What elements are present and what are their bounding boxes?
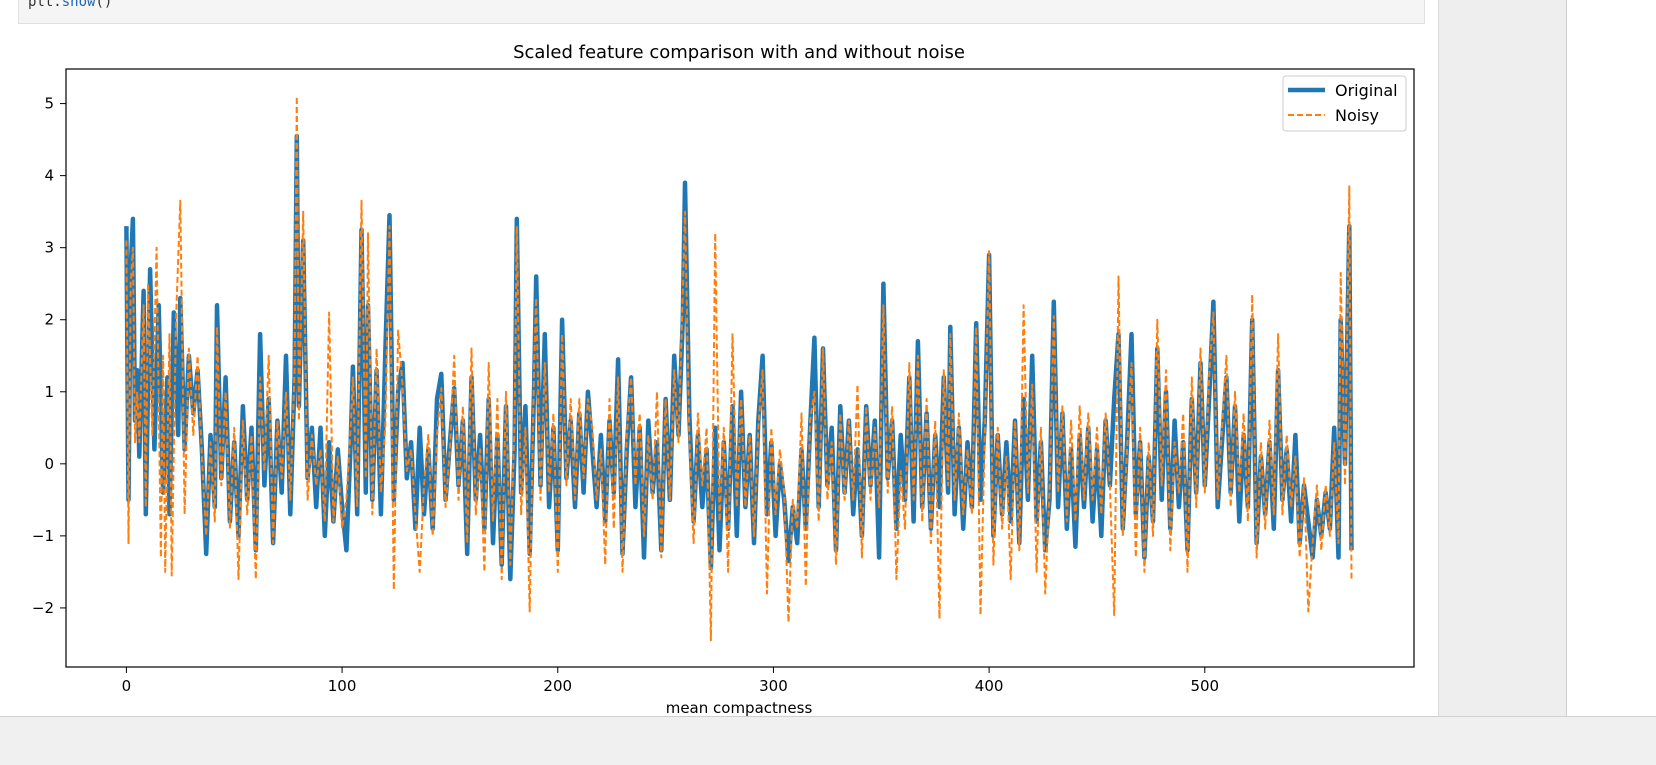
y-tick-label: −2 bbox=[32, 599, 54, 617]
x-axis-label: mean compactness bbox=[666, 699, 813, 716]
x-tick-label: 300 bbox=[759, 677, 788, 695]
x-tick-label: 200 bbox=[543, 677, 572, 695]
x-tick-label: 400 bbox=[975, 677, 1004, 695]
status-bar bbox=[0, 716, 1656, 765]
y-tick-label: 3 bbox=[44, 239, 54, 257]
plot-frame bbox=[65, 68, 1415, 668]
y-tick-label: 1 bbox=[44, 383, 54, 401]
plot-lines bbox=[124, 95, 1354, 642]
y-axis: −2 −1 0 1 2 3 4 5 bbox=[32, 95, 66, 617]
y-tick-label: −1 bbox=[32, 527, 54, 545]
chart-title: Scaled feature comparison with and witho… bbox=[513, 42, 965, 63]
scrollbar-track[interactable] bbox=[1566, 0, 1656, 716]
code-line: plt.show() bbox=[28, 0, 112, 10]
legend-label-original: Original bbox=[1335, 81, 1398, 100]
code-args: () bbox=[95, 0, 113, 10]
line-chart: Scaled feature comparison with and witho… bbox=[32, 42, 1415, 716]
legend-label-noisy: Noisy bbox=[1335, 106, 1379, 125]
x-axis: 0 100 200 300 400 500 bbox=[122, 667, 1219, 695]
series-line-original bbox=[124, 133, 1354, 582]
x-tick-label: 500 bbox=[1190, 677, 1219, 695]
y-tick-label: 2 bbox=[44, 311, 54, 329]
y-tick-label: 5 bbox=[44, 95, 54, 113]
x-tick-label: 0 bbox=[122, 677, 132, 695]
code-object: plt. bbox=[28, 0, 62, 10]
legend: Original Noisy bbox=[1282, 75, 1407, 132]
series-line-noisy bbox=[125, 95, 1353, 642]
y-tick-label: 4 bbox=[44, 167, 54, 185]
code-cell[interactable]: plt.show() bbox=[18, 0, 1425, 24]
y-tick-label: 0 bbox=[44, 455, 54, 473]
code-function: show bbox=[61, 0, 96, 10]
x-tick-label: 100 bbox=[328, 677, 357, 695]
